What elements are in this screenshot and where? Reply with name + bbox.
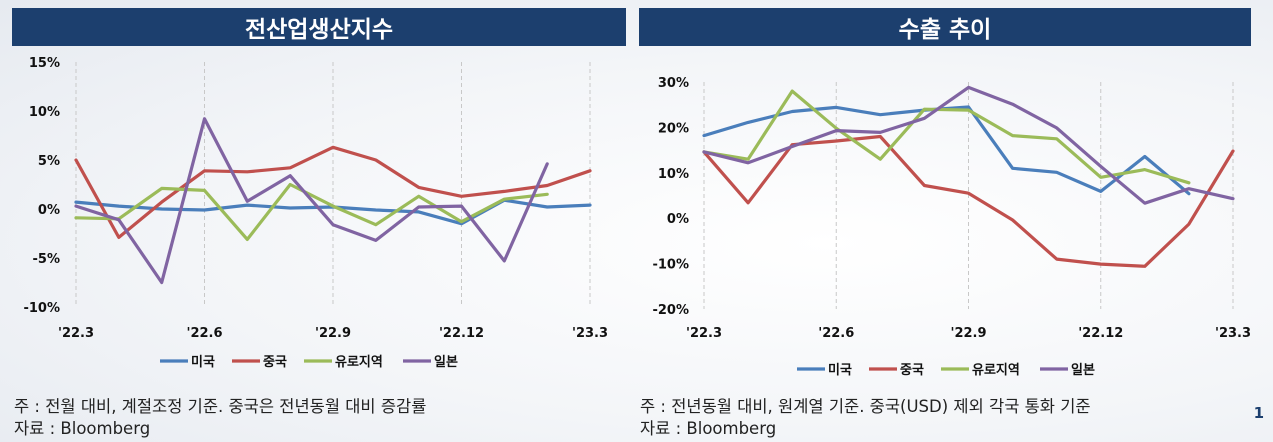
legend-label: 중국	[263, 355, 287, 370]
legend-label: 일본	[1071, 363, 1095, 378]
left-source-text: 자료 : Bloomberg	[14, 419, 151, 438]
y-tick-label: -20%	[652, 303, 689, 318]
y-tick-label: 30%	[658, 76, 689, 91]
right-chart-title: 수출 추이	[639, 8, 1251, 46]
export-trend-chart: 30% 20% 10% 0% -10% -20% '22.3 '22.6 '22.9 '22.12…	[652, 76, 1251, 378]
y-tick-label: 0%	[38, 203, 60, 218]
right-footnote: 주 : 전년동월 대비, 원계열 기준. 중국(USD) 제외 각국 통화 기준…	[640, 396, 1091, 440]
left-footnote: 주 : 전월 대비, 계절조정 기준. 중국은 전년동월 대비 증감률 자료 :…	[14, 396, 426, 440]
y-tick-label: 0%	[667, 212, 689, 227]
legend-label: 미국	[828, 362, 852, 378]
x-tick-label: '22.6	[818, 326, 854, 341]
y-tick-label: -10%	[23, 301, 60, 316]
y-tick-label: 10%	[658, 167, 689, 182]
x-tick-label: '22.12	[439, 326, 484, 341]
legend-label: 중국	[900, 363, 924, 378]
industrial-production-chart: 15% 10% 5% 0% -5% -10% '22.3 '22.6 '22.9 '22.12 '2…	[23, 56, 608, 370]
y-tick-label: 15%	[29, 56, 60, 71]
x-tick-label: '23.3	[1215, 326, 1251, 341]
left-chart-title: 전산업생산지수	[12, 8, 626, 46]
series-line	[74, 145, 592, 239]
x-tick-label: '22.9	[315, 326, 351, 341]
series-line	[702, 134, 1235, 268]
series-line	[74, 182, 549, 241]
x-tick-label: '22.9	[950, 326, 986, 341]
left-note-text: 주 : 전월 대비, 계절조정 기준. 중국은 전년동월 대비 증감률	[14, 397, 427, 416]
x-tick-label: '22.12	[1078, 326, 1123, 341]
legend-label: 미국	[191, 354, 215, 370]
y-tick-label: 10%	[29, 105, 60, 120]
right-source-text: 자료 : Bloomberg	[640, 419, 777, 438]
x-tick-label: '22.3	[58, 326, 94, 341]
page-number: 1	[1253, 404, 1264, 422]
y-tick-label: 20%	[658, 121, 689, 136]
x-tick-label: '23.3	[572, 326, 608, 341]
x-tick-label: '22.3	[686, 326, 722, 341]
right-note-text: 주 : 전년동월 대비, 원계열 기준. 중국(USD) 제외 각국 통화 기준	[640, 397, 1091, 416]
y-tick-label: 5%	[38, 154, 60, 169]
series-line	[74, 117, 549, 285]
legend-label: 유로지역	[335, 354, 383, 370]
legend-label: 유로지역	[972, 362, 1020, 378]
x-tick-label: '22.6	[186, 326, 222, 341]
legend-label: 일본	[434, 355, 458, 370]
y-tick-label: -5%	[33, 252, 60, 267]
series-line	[702, 85, 1235, 205]
series-line	[702, 89, 1191, 185]
y-tick-label: -10%	[652, 258, 689, 273]
